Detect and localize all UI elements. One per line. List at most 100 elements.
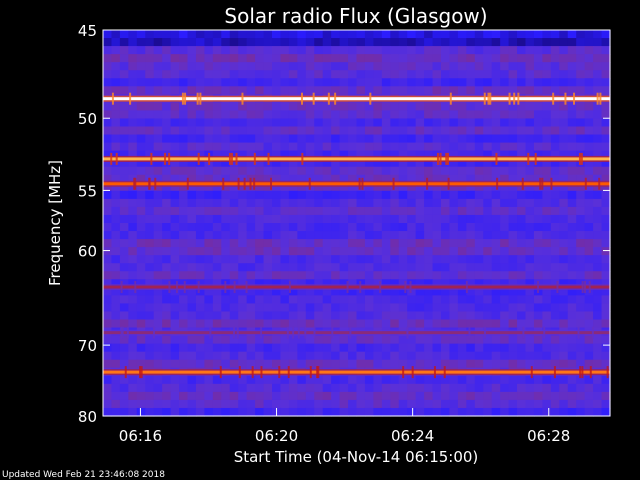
spectrogram-cell [288, 206, 298, 216]
spectrogram-cell [170, 166, 180, 176]
spectrogram-cell [356, 166, 366, 176]
spectrogram-cell [567, 407, 577, 417]
spectrogram-cell [195, 239, 205, 248]
spectrogram-cell [474, 174, 484, 184]
spectrogram-cell [508, 38, 518, 47]
spectrogram-cell [229, 78, 239, 87]
spectrogram-cell [212, 142, 222, 152]
spectrogram-cell [179, 62, 189, 71]
spectrogram-cell [601, 198, 611, 208]
spectrogram-cell [153, 319, 163, 329]
spectrogram-cell [457, 279, 467, 288]
emission-spike [175, 281, 178, 294]
spectrogram-cell [255, 335, 265, 345]
spectrogram-cell [238, 279, 248, 288]
spectrogram-cell [305, 383, 315, 393]
spectrogram-cell [517, 247, 527, 256]
spectrogram-cell [229, 174, 239, 184]
emission-spike [233, 281, 236, 294]
spectrogram-cell [508, 399, 518, 409]
spectrogram-cell [153, 86, 163, 95]
spectrogram-cell [576, 198, 586, 208]
spectrogram-cell [322, 319, 332, 329]
spectrogram-cell [559, 182, 569, 192]
spectrogram-cell [145, 335, 155, 345]
spectrogram-cell [111, 46, 121, 55]
emission-spike [317, 366, 320, 379]
spectrogram-cell [390, 407, 400, 417]
emission-spike [534, 152, 537, 165]
spectrogram-cell [204, 279, 214, 288]
spectrogram-cell [567, 166, 577, 176]
spectrogram-cell [398, 134, 408, 144]
spectrogram-cell [525, 62, 535, 71]
spectrogram-cell [136, 391, 146, 401]
emission-spike [219, 366, 222, 379]
spectrogram-cell [255, 142, 265, 152]
spectrogram-cell [348, 407, 358, 417]
spectrogram-cell [263, 247, 273, 256]
spectrogram-cell [229, 263, 239, 272]
spectrogram-cell [195, 214, 205, 224]
spectrogram-cell [272, 166, 282, 176]
spectrogram-cell [407, 54, 417, 63]
spectrogram-cell [508, 158, 518, 168]
spectrogram-cell [364, 30, 374, 39]
spectrogram-cell [145, 255, 155, 264]
emission-spike [235, 152, 238, 165]
spectrogram-cell [187, 247, 197, 256]
emission-spike [591, 326, 594, 339]
spectrogram-cell [474, 198, 484, 208]
spectrogram-cell [255, 351, 265, 361]
spectrogram-cell [432, 54, 442, 63]
spectrogram-cell [179, 359, 189, 369]
spectrogram-cell [255, 383, 265, 393]
spectrogram-cell [111, 190, 121, 200]
spectrogram-cell [204, 375, 214, 385]
spectrogram-cell [449, 287, 459, 296]
spectrogram-cell [381, 351, 391, 361]
spectrogram-cell [398, 319, 408, 329]
spectrogram-cell [474, 271, 484, 280]
spectrogram-cell [457, 383, 467, 393]
spectrogram-cell [517, 375, 527, 385]
spectrogram-cell [170, 303, 180, 313]
emission-spike [583, 281, 586, 294]
spectrogram-cell [212, 343, 222, 353]
spectrogram-cell [179, 38, 189, 47]
emission-spike [120, 281, 123, 294]
spectrogram-cell [288, 174, 298, 184]
spectrogram-cell [601, 206, 611, 216]
spectrogram-cell [322, 223, 332, 232]
spectrogram-cell [246, 311, 256, 321]
spectrogram-cell [280, 54, 290, 63]
spectrogram-cell [111, 206, 121, 216]
spectrogram-cell [145, 158, 155, 168]
spectrogram-cell [533, 174, 543, 184]
spectrogram-cell [483, 303, 493, 313]
spectrogram-cell [162, 150, 172, 160]
spectrogram-cell [364, 303, 374, 313]
spectrogram-cell [272, 46, 282, 55]
spectrogram-cell [136, 343, 146, 353]
spectrogram-cell [297, 391, 307, 401]
spectrogram-cell [381, 102, 391, 112]
spectrogram-cell [187, 255, 197, 264]
spectrogram-cell [195, 110, 205, 120]
spectrogram-cell [390, 231, 400, 240]
spectrogram-cell [145, 126, 155, 136]
spectrogram-cell [305, 343, 315, 353]
spectrogram-cell [559, 351, 569, 361]
spectrogram-cell [272, 62, 282, 71]
spectrogram-cell [525, 110, 535, 120]
spectrogram-cell [170, 70, 180, 79]
spectrogram-cell [348, 214, 358, 224]
spectrogram-cell [550, 295, 560, 305]
spectrogram-cell [390, 206, 400, 216]
spectrogram-cell [331, 383, 341, 393]
spectrogram-cell [525, 239, 535, 248]
spectrogram-cell [542, 190, 552, 200]
spectrogram-cell [272, 351, 282, 361]
spectrogram-cell [170, 231, 180, 240]
spectrogram-cell [111, 38, 121, 47]
